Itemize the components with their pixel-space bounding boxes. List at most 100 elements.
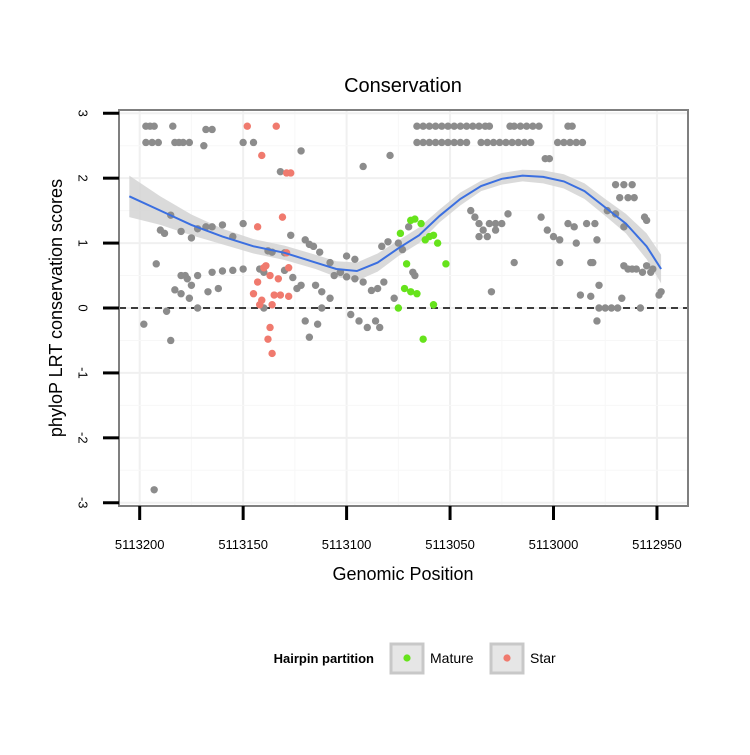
point-other bbox=[471, 213, 478, 220]
point-other bbox=[384, 238, 391, 245]
point-other bbox=[587, 293, 594, 300]
point-other bbox=[343, 252, 350, 259]
point-star bbox=[273, 123, 280, 130]
y-tick-label: 2 bbox=[76, 175, 91, 182]
point-other bbox=[155, 139, 162, 146]
point-other bbox=[239, 139, 246, 146]
point-other bbox=[194, 272, 201, 279]
x-axis-label: Genomic Position bbox=[332, 564, 473, 584]
point-other bbox=[655, 291, 662, 298]
point-other bbox=[169, 123, 176, 130]
point-other bbox=[579, 139, 586, 146]
legend-key-mature-dot bbox=[403, 654, 410, 661]
point-other bbox=[573, 239, 580, 246]
point-mature bbox=[413, 290, 420, 297]
point-other bbox=[302, 317, 309, 324]
point-other bbox=[314, 321, 321, 328]
point-other bbox=[167, 337, 174, 344]
point-other bbox=[591, 220, 598, 227]
point-star bbox=[285, 293, 292, 300]
point-other bbox=[568, 123, 575, 130]
point-other bbox=[527, 139, 534, 146]
point-other bbox=[463, 139, 470, 146]
legend-label-star: Star bbox=[530, 650, 556, 666]
point-other bbox=[364, 324, 371, 331]
point-other bbox=[289, 274, 296, 281]
point-other bbox=[628, 181, 635, 188]
point-other bbox=[631, 194, 638, 201]
point-other bbox=[312, 282, 319, 289]
point-other bbox=[194, 304, 201, 311]
point-other bbox=[649, 265, 656, 272]
point-star bbox=[285, 264, 292, 271]
point-other bbox=[488, 288, 495, 295]
point-other bbox=[386, 152, 393, 159]
point-mature bbox=[395, 304, 402, 311]
point-other bbox=[475, 220, 482, 227]
point-other bbox=[492, 226, 499, 233]
y-tick-label: 3 bbox=[76, 110, 91, 117]
point-other bbox=[504, 210, 511, 217]
point-other bbox=[571, 223, 578, 230]
point-other bbox=[297, 282, 304, 289]
point-other bbox=[486, 123, 493, 130]
point-other bbox=[643, 217, 650, 224]
point-other bbox=[595, 282, 602, 289]
point-other bbox=[374, 285, 381, 292]
point-other bbox=[583, 220, 590, 227]
point-other bbox=[467, 207, 474, 214]
point-other bbox=[535, 123, 542, 130]
point-other bbox=[612, 181, 619, 188]
point-other bbox=[316, 248, 323, 255]
x-tick-label: 5113200 bbox=[115, 537, 165, 552]
point-other bbox=[177, 290, 184, 297]
point-other bbox=[140, 321, 147, 328]
point-other bbox=[589, 259, 596, 266]
point-star bbox=[250, 290, 257, 297]
point-other bbox=[318, 288, 325, 295]
point-other bbox=[186, 139, 193, 146]
point-other bbox=[188, 234, 195, 241]
y-tick-label: -2 bbox=[76, 432, 91, 444]
point-mature bbox=[422, 236, 429, 243]
point-star bbox=[254, 223, 261, 230]
legend-label-mature: Mature bbox=[430, 650, 474, 666]
point-star bbox=[256, 301, 263, 308]
point-other bbox=[484, 233, 491, 240]
point-other bbox=[359, 163, 366, 170]
point-other bbox=[405, 223, 412, 230]
point-star bbox=[264, 335, 271, 342]
point-other bbox=[359, 278, 366, 285]
legend: Hairpin partition Mature Star bbox=[274, 644, 556, 673]
x-tick-label: 5113100 bbox=[322, 537, 372, 552]
point-other bbox=[229, 267, 236, 274]
point-mature bbox=[430, 232, 437, 239]
point-mature bbox=[430, 301, 437, 308]
y-tick-label: 1 bbox=[76, 239, 91, 246]
chart-svg: Conservation Genomic Position phyloP LRT… bbox=[0, 0, 750, 750]
point-other bbox=[250, 139, 257, 146]
point-star bbox=[268, 301, 275, 308]
point-other bbox=[184, 275, 191, 282]
point-star bbox=[279, 213, 286, 220]
legend-key-star-dot bbox=[503, 654, 510, 661]
point-other bbox=[177, 228, 184, 235]
point-other bbox=[616, 194, 623, 201]
point-mature bbox=[397, 230, 404, 237]
point-other bbox=[380, 278, 387, 285]
point-other bbox=[355, 317, 362, 324]
point-other bbox=[239, 265, 246, 272]
point-other bbox=[297, 147, 304, 154]
point-other bbox=[475, 233, 482, 240]
point-mature bbox=[417, 220, 424, 227]
point-other bbox=[161, 230, 168, 237]
point-other bbox=[593, 317, 600, 324]
point-other bbox=[326, 259, 333, 266]
point-other bbox=[639, 269, 646, 276]
point-star bbox=[268, 350, 275, 357]
point-mature bbox=[419, 335, 426, 342]
y-tick-label: -3 bbox=[76, 497, 91, 509]
point-other bbox=[306, 334, 313, 341]
x-tick-label: 5113000 bbox=[529, 537, 579, 552]
point-star bbox=[266, 272, 273, 279]
